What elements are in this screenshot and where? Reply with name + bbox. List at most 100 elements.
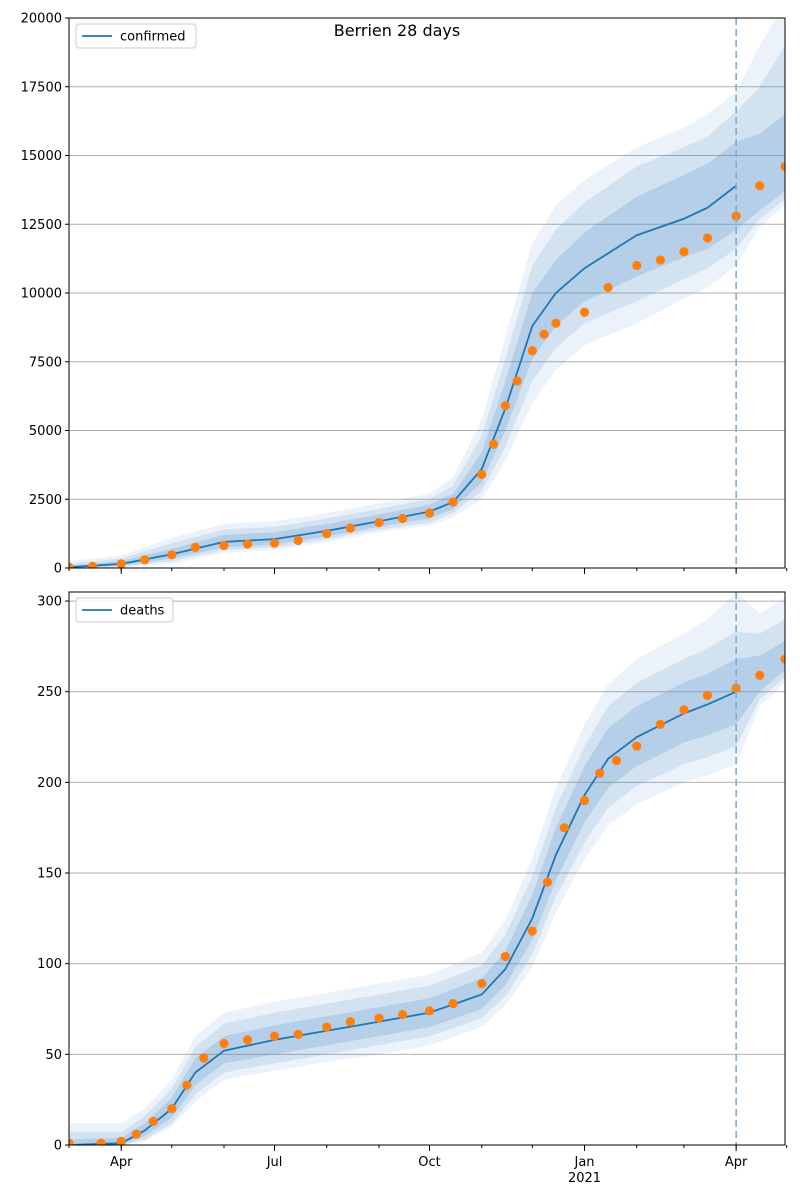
data-point — [477, 469, 487, 480]
data-point — [397, 513, 408, 524]
data-point — [527, 346, 537, 356]
data-point — [755, 670, 765, 681]
data-point — [293, 1029, 303, 1039]
series-line-confirmed — [69, 185, 737, 568]
y-tick-label: 17500 — [21, 80, 62, 95]
legend-box — [75, 597, 174, 623]
data-point — [424, 1006, 435, 1016]
data-point — [116, 1136, 126, 1145]
data-point — [69, 562, 74, 568]
data-point — [322, 529, 332, 539]
x-tick-label: Jan — [573, 1155, 594, 1170]
plot-area — [69, 18, 785, 568]
axes-frame — [68, 17, 786, 569]
plot-area — [69, 592, 785, 1145]
data-point — [632, 741, 642, 751]
data-point — [655, 255, 665, 265]
data-point — [87, 561, 98, 568]
data-point — [167, 550, 177, 560]
data-point — [579, 795, 590, 806]
data-point — [679, 705, 689, 715]
deaths-panel: 0 50 100 150 200 250 300 Apr Jul Oct Jan Apr 2021 dea… — [37, 591, 788, 1186]
data-point — [242, 539, 253, 549]
data-point — [603, 282, 613, 293]
y-tick-label: 2500 — [29, 493, 62, 508]
data-point — [512, 376, 522, 386]
y-tick-label: 100 — [37, 957, 62, 972]
data-point — [477, 979, 487, 989]
data-point — [595, 768, 605, 778]
data-point — [579, 307, 590, 317]
data-point — [539, 329, 549, 339]
data-point — [199, 1053, 209, 1063]
data-point — [448, 497, 458, 507]
data-point — [611, 756, 622, 766]
legend-box — [75, 23, 197, 49]
y-tick-label: 200 — [37, 776, 62, 791]
data-point — [527, 926, 537, 936]
x-tick-label: Oct — [418, 1155, 440, 1170]
data-point — [655, 719, 665, 729]
data-point — [374, 1013, 384, 1023]
data-point — [500, 401, 510, 411]
y-tick-label: 12500 — [21, 218, 62, 233]
data-point — [96, 1138, 106, 1145]
data-point — [397, 1009, 408, 1020]
uncertainty-band — [69, 45, 785, 568]
data-point — [116, 559, 126, 568]
data-point — [679, 247, 689, 257]
y-tick-label: 250 — [37, 685, 62, 700]
data-point — [190, 542, 200, 552]
data-point — [148, 1116, 158, 1127]
data-point — [374, 518, 384, 528]
data-point — [559, 823, 569, 833]
x-tick-label: Apr — [110, 1155, 133, 1170]
data-point — [702, 690, 713, 700]
data-point — [322, 1022, 332, 1032]
x-tick-label: Jul — [266, 1155, 283, 1170]
data-point — [69, 1138, 74, 1145]
uncertainty-band — [69, 592, 785, 1145]
data-point — [293, 535, 303, 546]
data-point — [702, 233, 713, 243]
uncertainty-band — [69, 640, 785, 1145]
data-point — [731, 683, 741, 693]
data-point — [632, 260, 642, 271]
uncertainty-band — [69, 619, 785, 1145]
data-point — [551, 318, 561, 328]
data-point — [424, 508, 435, 518]
data-point — [345, 523, 355, 533]
data-point — [448, 998, 458, 1009]
data-point — [500, 951, 510, 962]
data-point — [780, 654, 785, 664]
data-point — [780, 161, 785, 172]
uncertainty-band — [69, 114, 785, 568]
y-tick-label: 0 — [54, 1139, 62, 1154]
y-tick-label: 10000 — [21, 287, 62, 302]
y-tick-label: 0 — [54, 562, 62, 577]
data-point — [345, 1017, 355, 1027]
data-point — [242, 1035, 253, 1045]
data-point — [182, 1080, 192, 1090]
y-tick-label: 5000 — [29, 424, 62, 439]
data-point — [219, 1038, 229, 1049]
legend-label: confirmed — [120, 30, 186, 45]
uncertainty-band — [69, 18, 785, 568]
data-point — [488, 439, 499, 449]
chart-title: Berrien 28 days — [334, 21, 460, 40]
legend-label: deaths — [120, 604, 165, 619]
data-point — [219, 540, 229, 551]
confirmed-panel: 0 2500 5000 7500 10000 12500 15000 17500 20000 co… — [21, 12, 788, 577]
data-point — [542, 877, 553, 887]
y-tick-label: 15000 — [21, 149, 62, 164]
x-tick-label: Apr — [725, 1155, 748, 1170]
axes-frame — [68, 591, 786, 1146]
y-tick-label: 150 — [37, 867, 62, 882]
y-tick-label: 7500 — [29, 355, 62, 370]
data-point — [131, 1129, 141, 1139]
data-point — [140, 555, 150, 565]
y-tick-label: 300 — [37, 595, 62, 610]
x-tick-year-label: 2021 — [568, 1171, 601, 1186]
